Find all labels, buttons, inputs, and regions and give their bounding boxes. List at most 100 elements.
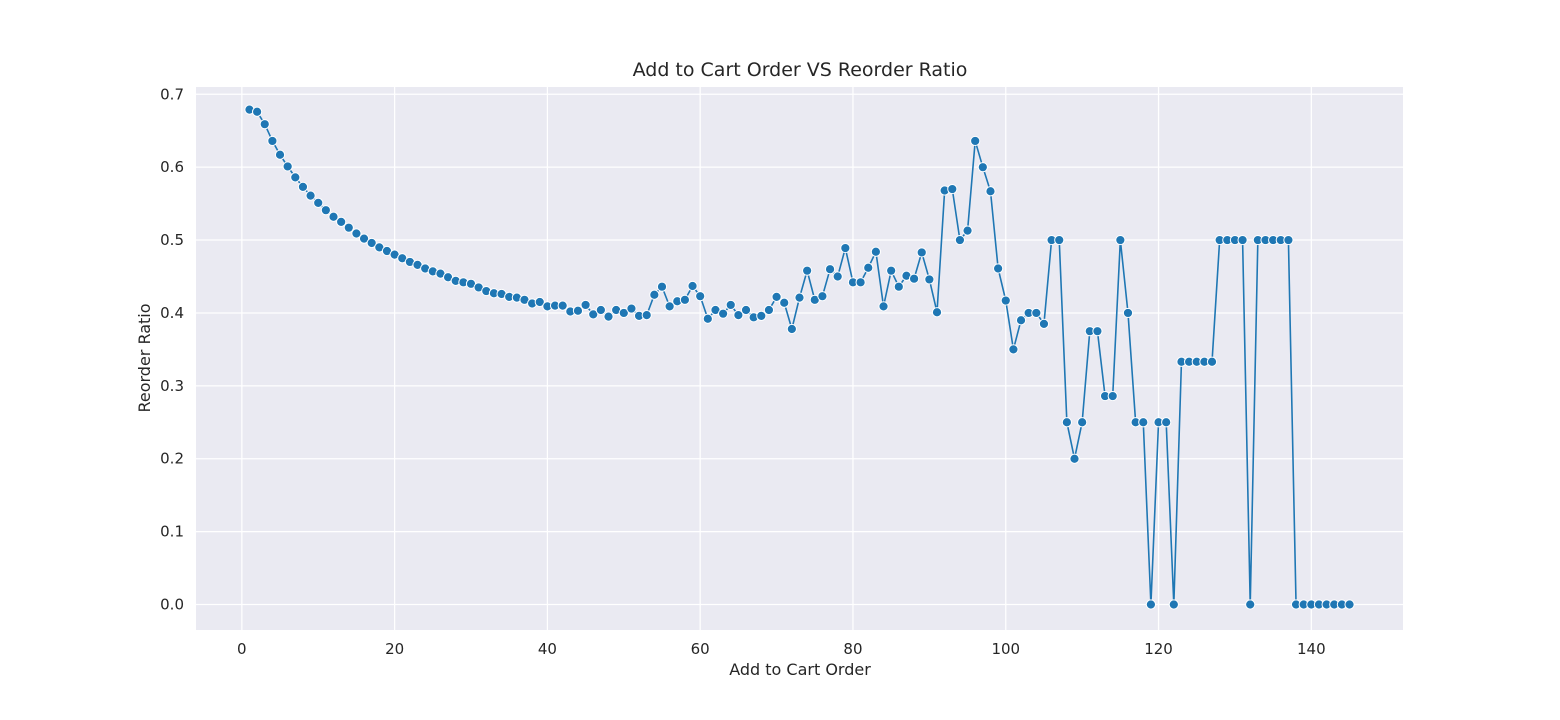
- data-point: [947, 183, 958, 195]
- data-point: [1015, 315, 1027, 326]
- data-point: [1077, 417, 1088, 428]
- data-point: [916, 247, 927, 258]
- data-point: [954, 234, 966, 246]
- data-point: [1168, 599, 1179, 610]
- data-point: [534, 296, 545, 308]
- data-point: [863, 262, 874, 273]
- data-point: [779, 297, 790, 308]
- data-point: [595, 304, 606, 316]
- data-point: [305, 190, 316, 201]
- data-point: [267, 135, 278, 147]
- data-point: [252, 106, 263, 117]
- data-point: [878, 301, 889, 312]
- data-point: [1145, 599, 1157, 610]
- data-point: [664, 301, 675, 312]
- data-point: [1344, 599, 1355, 610]
- data-point: [893, 281, 904, 292]
- data-point: [572, 305, 584, 316]
- data-point: [725, 299, 736, 311]
- data-point: [1138, 417, 1149, 428]
- data-point: [557, 300, 568, 311]
- data-point: [1122, 307, 1134, 319]
- plot-area: [196, 87, 1403, 630]
- data-point: [290, 172, 301, 183]
- data-point: [908, 273, 920, 284]
- data-point: [358, 233, 370, 244]
- data-point: [1008, 344, 1019, 355]
- data-point: [702, 313, 713, 324]
- data-point: [771, 291, 782, 303]
- y-tick-label: 0.6: [160, 158, 184, 176]
- data-point: [687, 280, 698, 292]
- data-point: [924, 274, 935, 285]
- data-point: [962, 225, 973, 236]
- data-point: [763, 304, 775, 316]
- data-point: [618, 307, 629, 319]
- x-tick-label: 20: [385, 640, 404, 658]
- data-point: [931, 307, 943, 318]
- grid: [196, 87, 1403, 630]
- data-point: [733, 310, 744, 321]
- data-point: [840, 242, 851, 254]
- data-point: [1000, 295, 1011, 306]
- data-point: [970, 135, 981, 147]
- data-point: [1115, 234, 1126, 246]
- x-tick-label: 80: [843, 640, 862, 658]
- data-point: [679, 294, 691, 305]
- data-point: [832, 271, 843, 282]
- y-tick-label: 0.0: [160, 595, 184, 613]
- data-point: [1054, 234, 1065, 246]
- data-point: [870, 246, 881, 257]
- y-tick-label: 0.2: [160, 450, 184, 468]
- x-tick-label: 40: [538, 640, 557, 658]
- data-point: [626, 303, 637, 314]
- x-tick-label: 100: [991, 640, 1020, 658]
- x-tick-label: 120: [1144, 640, 1173, 658]
- data-point: [343, 222, 354, 233]
- data-point: [1206, 356, 1218, 367]
- data-point: [282, 161, 293, 172]
- y-tick-label: 0.5: [160, 231, 184, 249]
- data-point: [656, 281, 668, 292]
- data-point: [336, 216, 347, 227]
- data-point: [313, 197, 324, 208]
- data-point: [802, 265, 813, 276]
- data-point: [328, 211, 339, 222]
- data-point: [641, 310, 652, 321]
- data-point: [1038, 318, 1050, 329]
- data-point: [649, 289, 660, 300]
- y-tick-labels: 0.0 0.1 0.2 0.3 0.4 0.5 0.6 0.7: [160, 85, 184, 613]
- data-point: [1237, 234, 1248, 246]
- data-point: [985, 186, 996, 197]
- data-point: [786, 323, 797, 335]
- data-point: [718, 308, 729, 319]
- x-tick-label: 0: [237, 640, 247, 658]
- data-point: [824, 264, 836, 275]
- x-axis-label: Add to Cart Order: [729, 660, 871, 679]
- data-point: [977, 162, 988, 173]
- data-point: [695, 291, 706, 302]
- data-point: [794, 292, 805, 303]
- x-tick-label: 60: [691, 640, 710, 658]
- x-tick-label: 140: [1297, 640, 1326, 658]
- chart-title: Add to Cart Order VS Reorder Ratio: [633, 59, 968, 81]
- data-point: [274, 149, 286, 160]
- data-point: [588, 309, 599, 320]
- data-point: [297, 181, 309, 192]
- data-point: [1245, 599, 1256, 610]
- data-points: [244, 104, 1355, 610]
- data-point: [259, 119, 270, 130]
- data-point: [320, 205, 331, 216]
- data-point: [1031, 307, 1042, 319]
- data-point: [756, 310, 767, 321]
- data-point: [886, 265, 897, 276]
- data-point: [1161, 417, 1172, 428]
- data-point: [351, 228, 362, 239]
- y-tick-label: 0.7: [160, 85, 184, 103]
- y-tick-label: 0.3: [160, 377, 184, 395]
- data-point: [366, 237, 377, 249]
- data-point: [1092, 326, 1103, 337]
- data-point: [817, 291, 828, 302]
- data-point: [993, 263, 1004, 274]
